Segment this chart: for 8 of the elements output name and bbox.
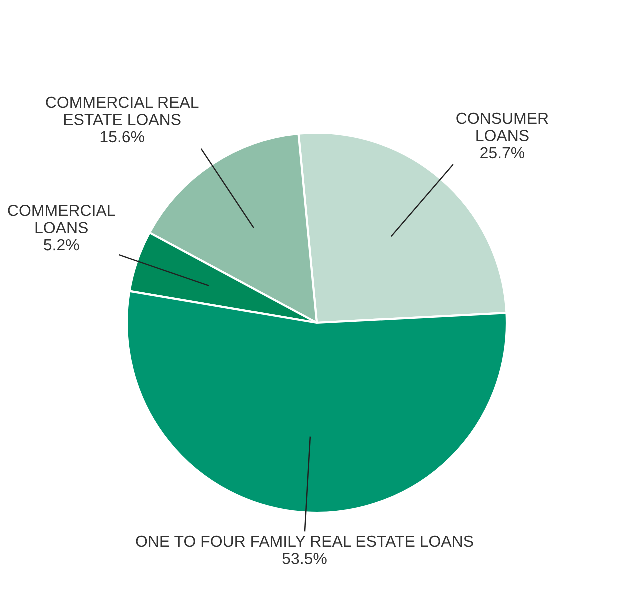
data-label: 53.5%: [282, 553, 327, 564]
slice-label: COMMERCIAL REAL ESTATE LOANS: [46, 96, 199, 126]
data-label: 5.2%: [44, 239, 80, 251]
slice-label: CONSUMER LOANS: [456, 112, 548, 142]
slice-label: ONE TO FOUR FAMILY REAL ESTATE LOANS: [136, 536, 474, 548]
data-label: 25.7%: [480, 147, 525, 159]
slice-label: COMMERCIAL LOANS: [8, 204, 116, 234]
data-label: 15.6%: [100, 131, 144, 143]
